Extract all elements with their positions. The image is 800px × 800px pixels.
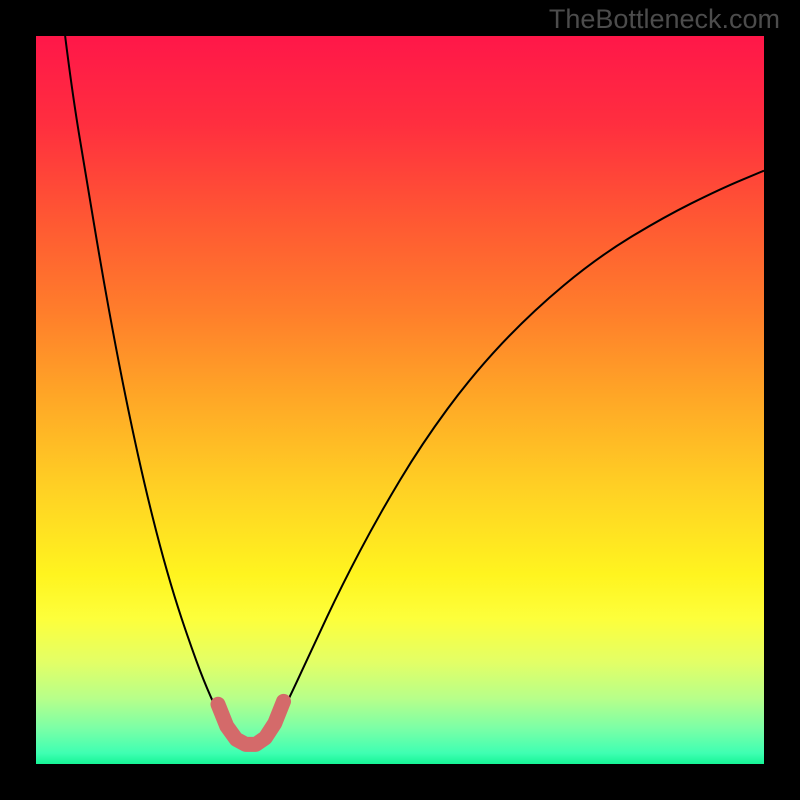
chart-svg [0,0,800,800]
chart-root: TheBottleneck.com [0,0,800,800]
plot-background [36,36,764,764]
